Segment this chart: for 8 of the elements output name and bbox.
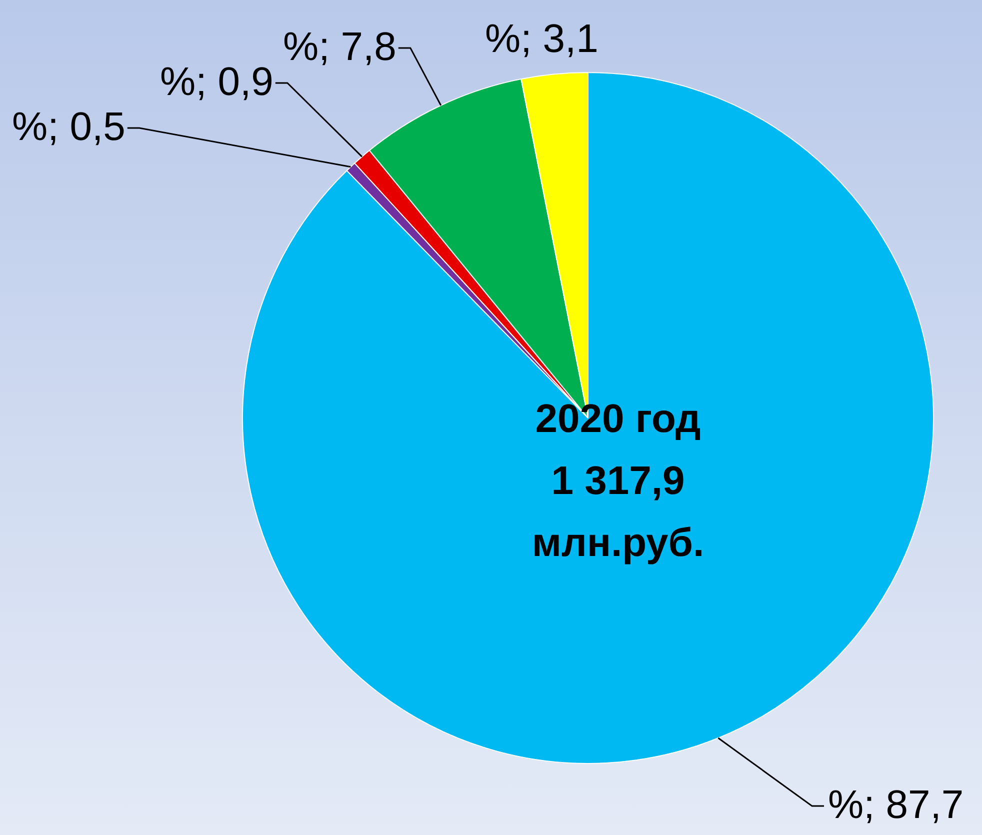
data-label: %; 7,8 [283, 25, 396, 69]
data-label: %; 0,5 [12, 105, 126, 149]
data-label: %; 87,7 [828, 783, 964, 827]
data-label: %; 3,1 [485, 17, 598, 61]
text: 2020 год [535, 397, 701, 442]
text: 1 317,9 [551, 459, 685, 504]
text: млн.руб. [532, 521, 704, 566]
data-label: %; 0,9 [160, 60, 274, 104]
